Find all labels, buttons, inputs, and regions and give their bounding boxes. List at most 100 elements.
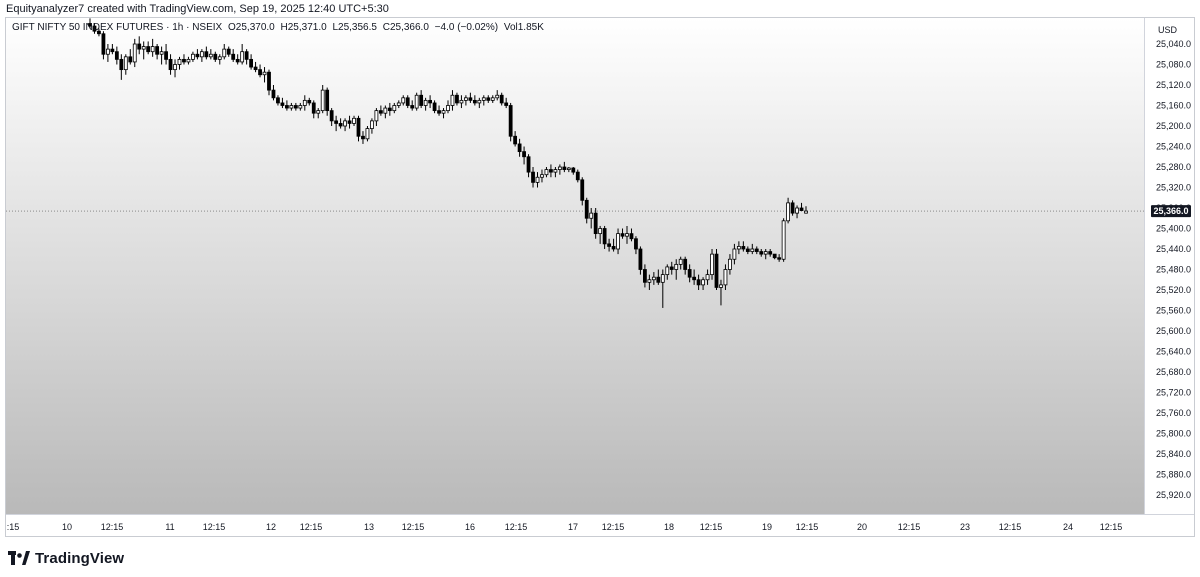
candle-body: [701, 279, 705, 286]
candle: [535, 172, 540, 188]
candle: [723, 264, 728, 290]
candle: [150, 38, 155, 57]
candle-body: [195, 53, 200, 58]
candle-body: [723, 269, 728, 286]
candle-body: [674, 263, 679, 270]
candle: [316, 108, 321, 119]
candle: [750, 243, 755, 255]
candle: [696, 274, 701, 290]
price-tick-label: 25,320.0: [1156, 183, 1191, 193]
candle: [311, 100, 316, 119]
candle-body: [531, 171, 535, 183]
candle: [705, 269, 710, 285]
candle: [387, 102, 392, 116]
candle: [665, 264, 670, 280]
time-tick-label: 12:15: [101, 522, 124, 532]
legend-open: O25,370.0: [228, 22, 275, 33]
time-tick-label: 10: [62, 522, 72, 532]
time-tick-label: 12:15: [796, 522, 819, 532]
candle: [267, 69, 271, 96]
candle-body: [208, 53, 213, 58]
candle-body: [249, 58, 254, 68]
price-tick-label: 25,800.0: [1156, 429, 1191, 439]
candle-body: [253, 66, 258, 71]
candle-body: [625, 233, 629, 237]
candle: [463, 95, 468, 106]
candle: [432, 100, 437, 114]
symbol-legend[interactable]: GIFT NIFTY 50 INDEX FUTURES · 1h · NSEIX…: [12, 22, 547, 33]
candle: [728, 254, 732, 275]
candle: [611, 238, 616, 252]
candle: [123, 54, 128, 75]
candle-body: [665, 266, 670, 276]
candle: [804, 206, 808, 214]
candle: [490, 95, 495, 103]
candle-body: [370, 120, 374, 129]
candle-body: [647, 279, 652, 283]
candle-body: [293, 105, 298, 109]
candle-body: [361, 135, 365, 140]
candle: [736, 241, 741, 255]
legend-symbol[interactable]: GIFT NIFTY 50 INDEX FUTURES · 1h · NSEIX: [12, 22, 223, 33]
candle: [137, 36, 142, 55]
candle-body: [490, 97, 495, 101]
candle-body: [669, 266, 674, 270]
candle: [616, 228, 620, 255]
candle: [781, 218, 786, 262]
price-axis[interactable]: 25,040.0 25,080.0 25,120.0 25,160.0 25,200.0…: [1156, 39, 1191, 500]
candle-body: [280, 102, 285, 106]
candle-body: [459, 99, 464, 104]
candle-body: [607, 243, 611, 247]
candle-body: [217, 56, 222, 60]
candle-body: [414, 94, 419, 109]
candle: [320, 85, 325, 114]
candle-body: [786, 202, 790, 222]
tradingview-logo-icon: [8, 551, 30, 565]
candle: [647, 274, 652, 290]
chart-frame[interactable]: [5, 17, 1195, 537]
time-axis[interactable]: :15 10 12:15 11 12:15 12 12:15 13 12:15 16 12:15 17…: [7, 522, 1123, 532]
candle-body: [732, 248, 737, 260]
candle: [660, 269, 665, 308]
candle: [114, 46, 119, 65]
candle: [361, 131, 365, 144]
candle: [195, 49, 200, 60]
last-price-badge[interactable]: [1151, 205, 1191, 218]
candle-body: [226, 48, 231, 55]
candle-body: [777, 257, 782, 260]
candle: [343, 118, 347, 132]
candle: [119, 54, 124, 80]
candle-body: [522, 151, 526, 158]
candle: [571, 167, 576, 175]
candle-body: [378, 110, 383, 114]
time-tick-label: 11: [165, 522, 174, 532]
candle-body: [110, 48, 115, 53]
chart-background: [6, 18, 1144, 514]
candle: [763, 249, 768, 260]
currency-label[interactable]: USD: [1158, 25, 1178, 35]
candle-body: [526, 156, 531, 173]
candle-body: [477, 99, 482, 104]
candle: [714, 249, 719, 290]
candle-body: [481, 97, 486, 101]
candle: [669, 261, 674, 275]
candle-body: [804, 210, 808, 214]
price-tick-label: 25,720.0: [1156, 388, 1191, 398]
candle-body: [589, 212, 594, 219]
price-tick-label: 25,280.0: [1156, 162, 1191, 172]
time-axis-background: [6, 514, 1194, 536]
candle: [472, 95, 477, 106]
candle: [428, 95, 433, 109]
candle-body: [155, 46, 160, 55]
candle: [719, 279, 723, 306]
legend-volume: Vol1.85K: [503, 22, 544, 33]
candle: [754, 246, 759, 255]
candle-body: [204, 51, 209, 58]
time-tick-label: 18: [664, 522, 674, 532]
price-tick-label: 25,760.0: [1156, 408, 1191, 418]
candle-body: [146, 46, 151, 53]
candle: [289, 102, 294, 111]
candle: [790, 200, 795, 216]
tradingview-logo[interactable]: TradingView: [8, 548, 124, 568]
